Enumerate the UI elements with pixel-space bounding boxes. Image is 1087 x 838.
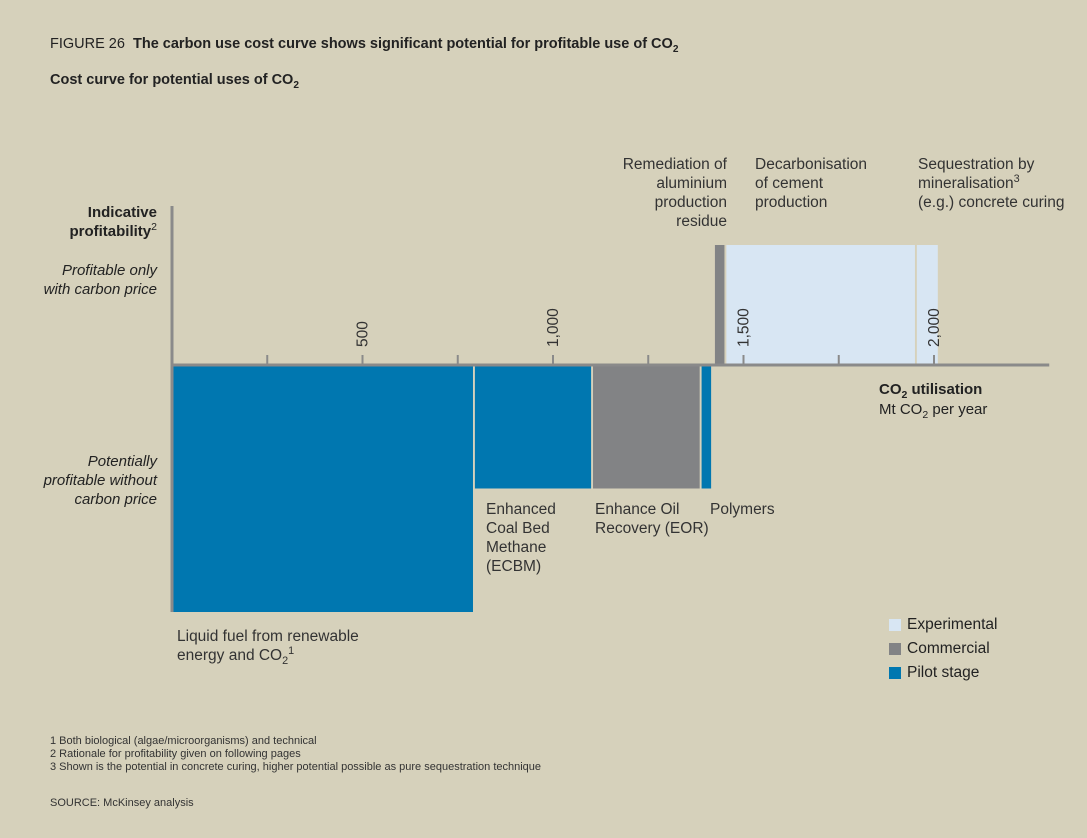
footnote: 3 Shown is the potential in concrete cur… [50, 761, 542, 773]
y-axis-heading: Indicative profitability2 [69, 204, 157, 240]
bar-pilot [172, 365, 473, 612]
x-tick-label: 500 [355, 321, 372, 347]
legend-item-experimental: Experimental [889, 613, 997, 637]
bar-label-liquid-fuel: Liquid fuel from renewable energy and CO… [177, 628, 359, 668]
legend-swatch-experimental [889, 619, 901, 631]
bars-group [172, 245, 938, 612]
x-tick-label: 1,500 [736, 308, 753, 347]
figure-title-text: The carbon use cost curve shows signific… [133, 36, 679, 55]
axes-group: 500 1,000 1,500 2,000 [170, 206, 1050, 612]
bar-pilot [474, 365, 592, 489]
footnote: 2 Rationale for profitability given on f… [50, 748, 301, 760]
x-tick-label: 2,000 [926, 308, 943, 347]
y-axis-lower-label: Potentially profitable without carbon pr… [43, 453, 157, 508]
legend-item-pilot: Pilot stage [889, 661, 997, 685]
bar-experimental [726, 245, 915, 365]
bar-commercial [714, 245, 725, 365]
figure-number: FIGURE 26 [50, 36, 125, 52]
bar-label-ecbm: Enhanced Coal Bed Methane (ECBM) [486, 501, 556, 575]
x-tick-label: 1,000 [545, 308, 562, 347]
figure-title: FIGURE 26 The carbon use cost curve show… [50, 36, 679, 55]
bar-pilot [701, 365, 712, 489]
bar-label-cement: Decarbonisation of cement production [755, 156, 868, 211]
bar-label-mineralisation: Sequestration by mineralisation3 (e.g.) … [918, 156, 1065, 211]
legend-swatch-pilot [889, 667, 901, 679]
bar-commercial [593, 365, 700, 489]
legend: Experimental Commercial Pilot stage [889, 613, 997, 685]
x-axis-title: CO2 utilisation Mt CO2 per year [879, 381, 988, 421]
footnotes: 1 Both biological (algae/microorganisms)… [50, 735, 541, 774]
legend-item-commercial: Commercial [889, 637, 997, 661]
bar-label-eor: Enhance Oil Recovery (EOR) [595, 501, 709, 537]
source-note: SOURCE: McKinsey analysis [50, 797, 194, 809]
y-axis-upper-label: Profitable only with carbon price [43, 262, 157, 298]
bar-experimental [916, 245, 938, 365]
chart-subtitle: Cost curve for potential uses of CO2 [50, 72, 299, 91]
bar-label-polymers: Polymers [710, 501, 775, 518]
footnote: 1 Both biological (algae/microorganisms)… [50, 735, 317, 747]
legend-swatch-commercial [889, 643, 901, 655]
bar-label-aluminium: Remediation of aluminium production resi… [622, 156, 727, 230]
